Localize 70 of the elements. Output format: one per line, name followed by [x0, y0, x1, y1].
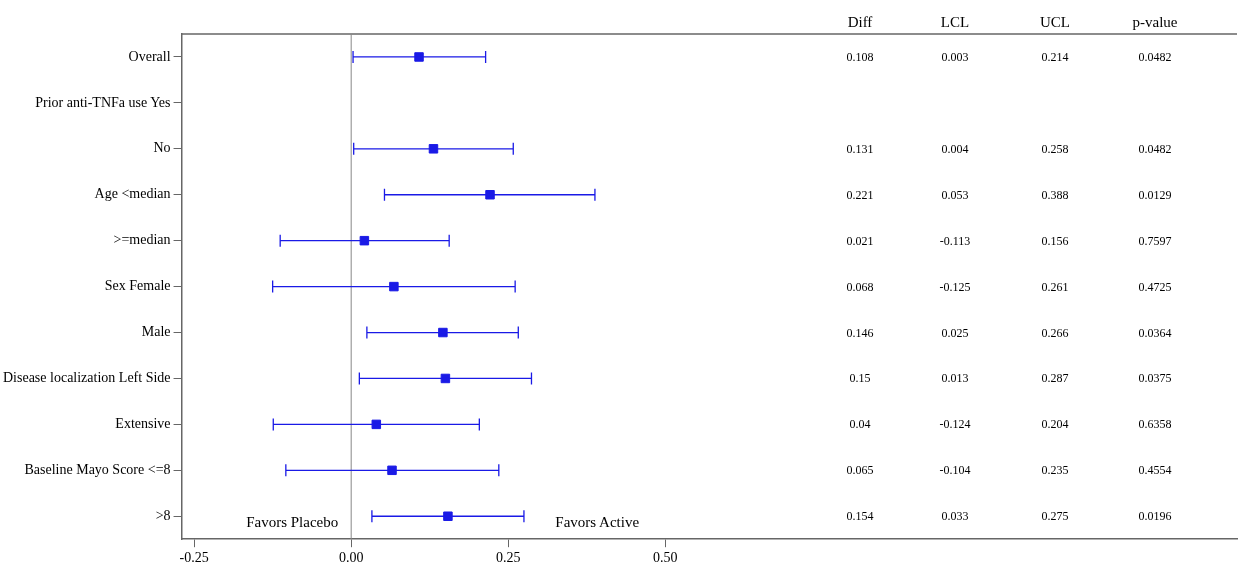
annotation: 0.156: [1041, 233, 1069, 249]
annotation: 0.068: [846, 279, 874, 295]
point: [371, 419, 382, 430]
annotation: -0.104: [939, 462, 971, 478]
y-tick-label: No: [153, 140, 171, 156]
x-tick-label: -0.25: [179, 550, 209, 566]
y-tick-label: Male: [141, 324, 171, 340]
annotation: 0.108: [846, 49, 874, 65]
y-tick-label: Prior anti-TNFa use Yes: [35, 94, 171, 110]
annotation: 0.6358: [1138, 416, 1172, 432]
annotation: 0.266: [1041, 325, 1069, 341]
annotation: Favors Active: [555, 514, 640, 531]
text: p-value: [1132, 13, 1178, 31]
annotation: 0.7597: [1138, 233, 1172, 249]
text: Diff: [847, 13, 873, 31]
text: LCL: [940, 13, 970, 31]
y-tick-label: Disease localization Left Side: [2, 370, 171, 386]
point: [485, 190, 495, 200]
annotation: 0.013: [941, 370, 969, 386]
annotation: 0.003: [941, 49, 969, 65]
annotation: 0.021: [846, 233, 874, 249]
y-tick-label: Age <median: [94, 186, 171, 202]
annotation: -0.125: [939, 279, 971, 295]
annotation: 0.204: [1041, 416, 1069, 432]
point: [359, 235, 370, 246]
annotation: 0.287: [1041, 370, 1069, 386]
annotation: 0.214: [1041, 49, 1069, 65]
x-tick-label: 0.50: [653, 550, 678, 566]
annotation: 0.004: [941, 141, 969, 157]
annotation: 0.065: [846, 462, 874, 478]
y-tick-label: Overall: [128, 48, 171, 64]
annotation: 0.15: [849, 370, 871, 386]
annotation: 0.0196: [1138, 508, 1172, 524]
x-tick-label: 0.00: [338, 550, 364, 566]
annotation: 0.033: [941, 508, 969, 524]
annotation: 0.0375: [1138, 370, 1172, 386]
annotation: 0.0364: [1138, 325, 1172, 341]
annotation: 0.025: [941, 325, 969, 341]
annotation: 0.4554: [1138, 462, 1172, 478]
point: [438, 327, 448, 338]
point: [389, 281, 399, 292]
y-tick-label: >8: [155, 507, 171, 523]
text: UCL: [1040, 13, 1070, 31]
annotation: -0.113: [939, 233, 971, 249]
annotation: 0.131: [846, 141, 874, 157]
annotation: 0.261: [1041, 279, 1069, 295]
y-tick-label: >=median: [113, 232, 171, 248]
point: [414, 52, 424, 62]
point: [428, 144, 439, 154]
annotation: 0.388: [1041, 187, 1069, 203]
annotation: 0.154: [846, 508, 874, 524]
annotation: 0.221: [846, 187, 874, 203]
annotation: -0.124: [939, 416, 971, 432]
point: [443, 511, 453, 521]
annotation: 0.258: [1041, 141, 1069, 157]
y-tick-label: Baseline Mayo Score <=8: [24, 461, 171, 477]
point: [387, 465, 397, 476]
x-tick-label: 0.25: [495, 550, 521, 566]
annotation: 0.053: [941, 187, 969, 203]
y-tick-label: Extensive: [115, 416, 171, 432]
annotation: Favors Placebo: [246, 514, 339, 531]
annotation: 0.0482: [1138, 49, 1172, 65]
annotation: 0.04: [849, 416, 871, 432]
y-tick-label: Sex Female: [104, 278, 171, 294]
annotation: 0.4725: [1138, 279, 1172, 295]
annotation: 0.0482: [1138, 141, 1172, 157]
annotation: 0.235: [1041, 462, 1069, 478]
annotation: 0.146: [846, 325, 874, 341]
annotation: 0.275: [1041, 508, 1069, 524]
annotation: 0.0129: [1138, 187, 1172, 203]
